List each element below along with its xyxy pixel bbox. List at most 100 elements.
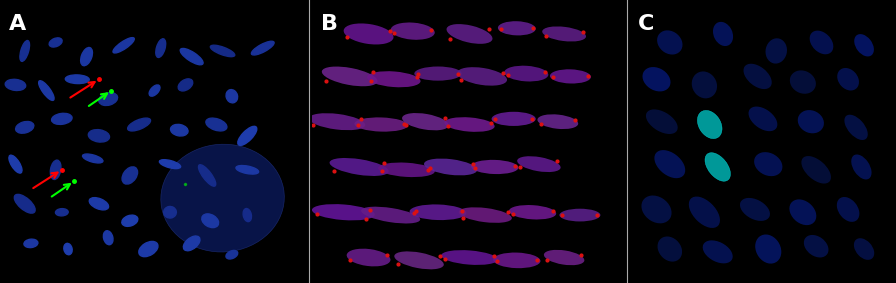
Ellipse shape xyxy=(127,118,151,131)
Ellipse shape xyxy=(446,24,493,44)
Ellipse shape xyxy=(550,69,591,83)
Ellipse shape xyxy=(517,156,561,172)
Ellipse shape xyxy=(457,67,507,86)
Ellipse shape xyxy=(161,144,284,252)
Ellipse shape xyxy=(344,23,393,44)
Ellipse shape xyxy=(705,153,730,181)
Ellipse shape xyxy=(312,204,375,220)
Ellipse shape xyxy=(170,124,188,136)
Ellipse shape xyxy=(409,204,466,220)
Ellipse shape xyxy=(394,251,444,269)
Ellipse shape xyxy=(642,196,672,223)
Ellipse shape xyxy=(713,22,733,46)
Ellipse shape xyxy=(844,115,867,140)
Ellipse shape xyxy=(99,93,117,106)
Ellipse shape xyxy=(50,160,61,179)
Ellipse shape xyxy=(492,112,536,126)
Ellipse shape xyxy=(740,198,770,221)
Ellipse shape xyxy=(226,90,237,103)
Ellipse shape xyxy=(367,71,420,87)
Ellipse shape xyxy=(444,117,495,132)
Ellipse shape xyxy=(797,110,824,133)
Ellipse shape xyxy=(646,110,677,134)
Text: C: C xyxy=(638,14,654,34)
Ellipse shape xyxy=(654,150,685,178)
Ellipse shape xyxy=(790,70,816,94)
Ellipse shape xyxy=(378,162,435,177)
Ellipse shape xyxy=(355,117,408,132)
Ellipse shape xyxy=(493,252,540,268)
Ellipse shape xyxy=(20,40,30,61)
Ellipse shape xyxy=(459,207,512,223)
Ellipse shape xyxy=(24,239,38,248)
Ellipse shape xyxy=(657,30,683,55)
Ellipse shape xyxy=(236,166,259,174)
Ellipse shape xyxy=(851,155,872,179)
Ellipse shape xyxy=(854,238,874,260)
Ellipse shape xyxy=(82,154,103,163)
Ellipse shape xyxy=(391,22,435,40)
Ellipse shape xyxy=(330,158,389,176)
Ellipse shape xyxy=(15,121,34,133)
Ellipse shape xyxy=(837,68,859,91)
Ellipse shape xyxy=(243,209,252,222)
Ellipse shape xyxy=(156,39,166,57)
Ellipse shape xyxy=(81,48,92,66)
Ellipse shape xyxy=(789,200,816,225)
Ellipse shape xyxy=(122,167,138,184)
Ellipse shape xyxy=(9,155,22,173)
Text: B: B xyxy=(322,14,339,34)
Text: A: A xyxy=(9,14,27,34)
Ellipse shape xyxy=(658,237,682,261)
Ellipse shape xyxy=(14,194,35,213)
Ellipse shape xyxy=(226,250,237,259)
Ellipse shape xyxy=(122,215,138,226)
Ellipse shape xyxy=(164,207,177,218)
Ellipse shape xyxy=(544,250,584,265)
Ellipse shape xyxy=(149,85,160,96)
Ellipse shape xyxy=(39,81,54,100)
Ellipse shape xyxy=(206,118,227,131)
Ellipse shape xyxy=(64,243,73,255)
Ellipse shape xyxy=(504,66,548,82)
Ellipse shape xyxy=(538,114,578,129)
Ellipse shape xyxy=(424,158,478,175)
Ellipse shape xyxy=(5,79,26,91)
Ellipse shape xyxy=(509,205,556,219)
Ellipse shape xyxy=(689,197,720,228)
Ellipse shape xyxy=(471,160,519,174)
Ellipse shape xyxy=(90,198,108,210)
Ellipse shape xyxy=(804,235,829,258)
Ellipse shape xyxy=(159,160,181,169)
Ellipse shape xyxy=(498,21,536,35)
Ellipse shape xyxy=(113,38,134,53)
Ellipse shape xyxy=(178,79,193,91)
Ellipse shape xyxy=(837,197,859,222)
Ellipse shape xyxy=(441,250,498,265)
Ellipse shape xyxy=(347,249,391,266)
Ellipse shape xyxy=(810,31,833,54)
Ellipse shape xyxy=(89,130,109,142)
Ellipse shape xyxy=(322,67,377,86)
Ellipse shape xyxy=(52,113,72,125)
Ellipse shape xyxy=(49,38,62,47)
Ellipse shape xyxy=(642,67,670,91)
Ellipse shape xyxy=(237,126,257,145)
Ellipse shape xyxy=(697,110,722,139)
Ellipse shape xyxy=(309,113,366,130)
Ellipse shape xyxy=(184,236,200,251)
Ellipse shape xyxy=(139,241,158,257)
Ellipse shape xyxy=(211,45,235,57)
Ellipse shape xyxy=(755,235,781,263)
Ellipse shape xyxy=(744,64,771,89)
Ellipse shape xyxy=(801,156,831,184)
Ellipse shape xyxy=(692,71,717,98)
Ellipse shape xyxy=(252,41,274,55)
Ellipse shape xyxy=(542,26,586,42)
Ellipse shape xyxy=(56,209,68,216)
Ellipse shape xyxy=(202,214,219,228)
Ellipse shape xyxy=(402,113,449,130)
Ellipse shape xyxy=(199,165,216,186)
Ellipse shape xyxy=(702,240,733,263)
Ellipse shape xyxy=(854,34,874,56)
